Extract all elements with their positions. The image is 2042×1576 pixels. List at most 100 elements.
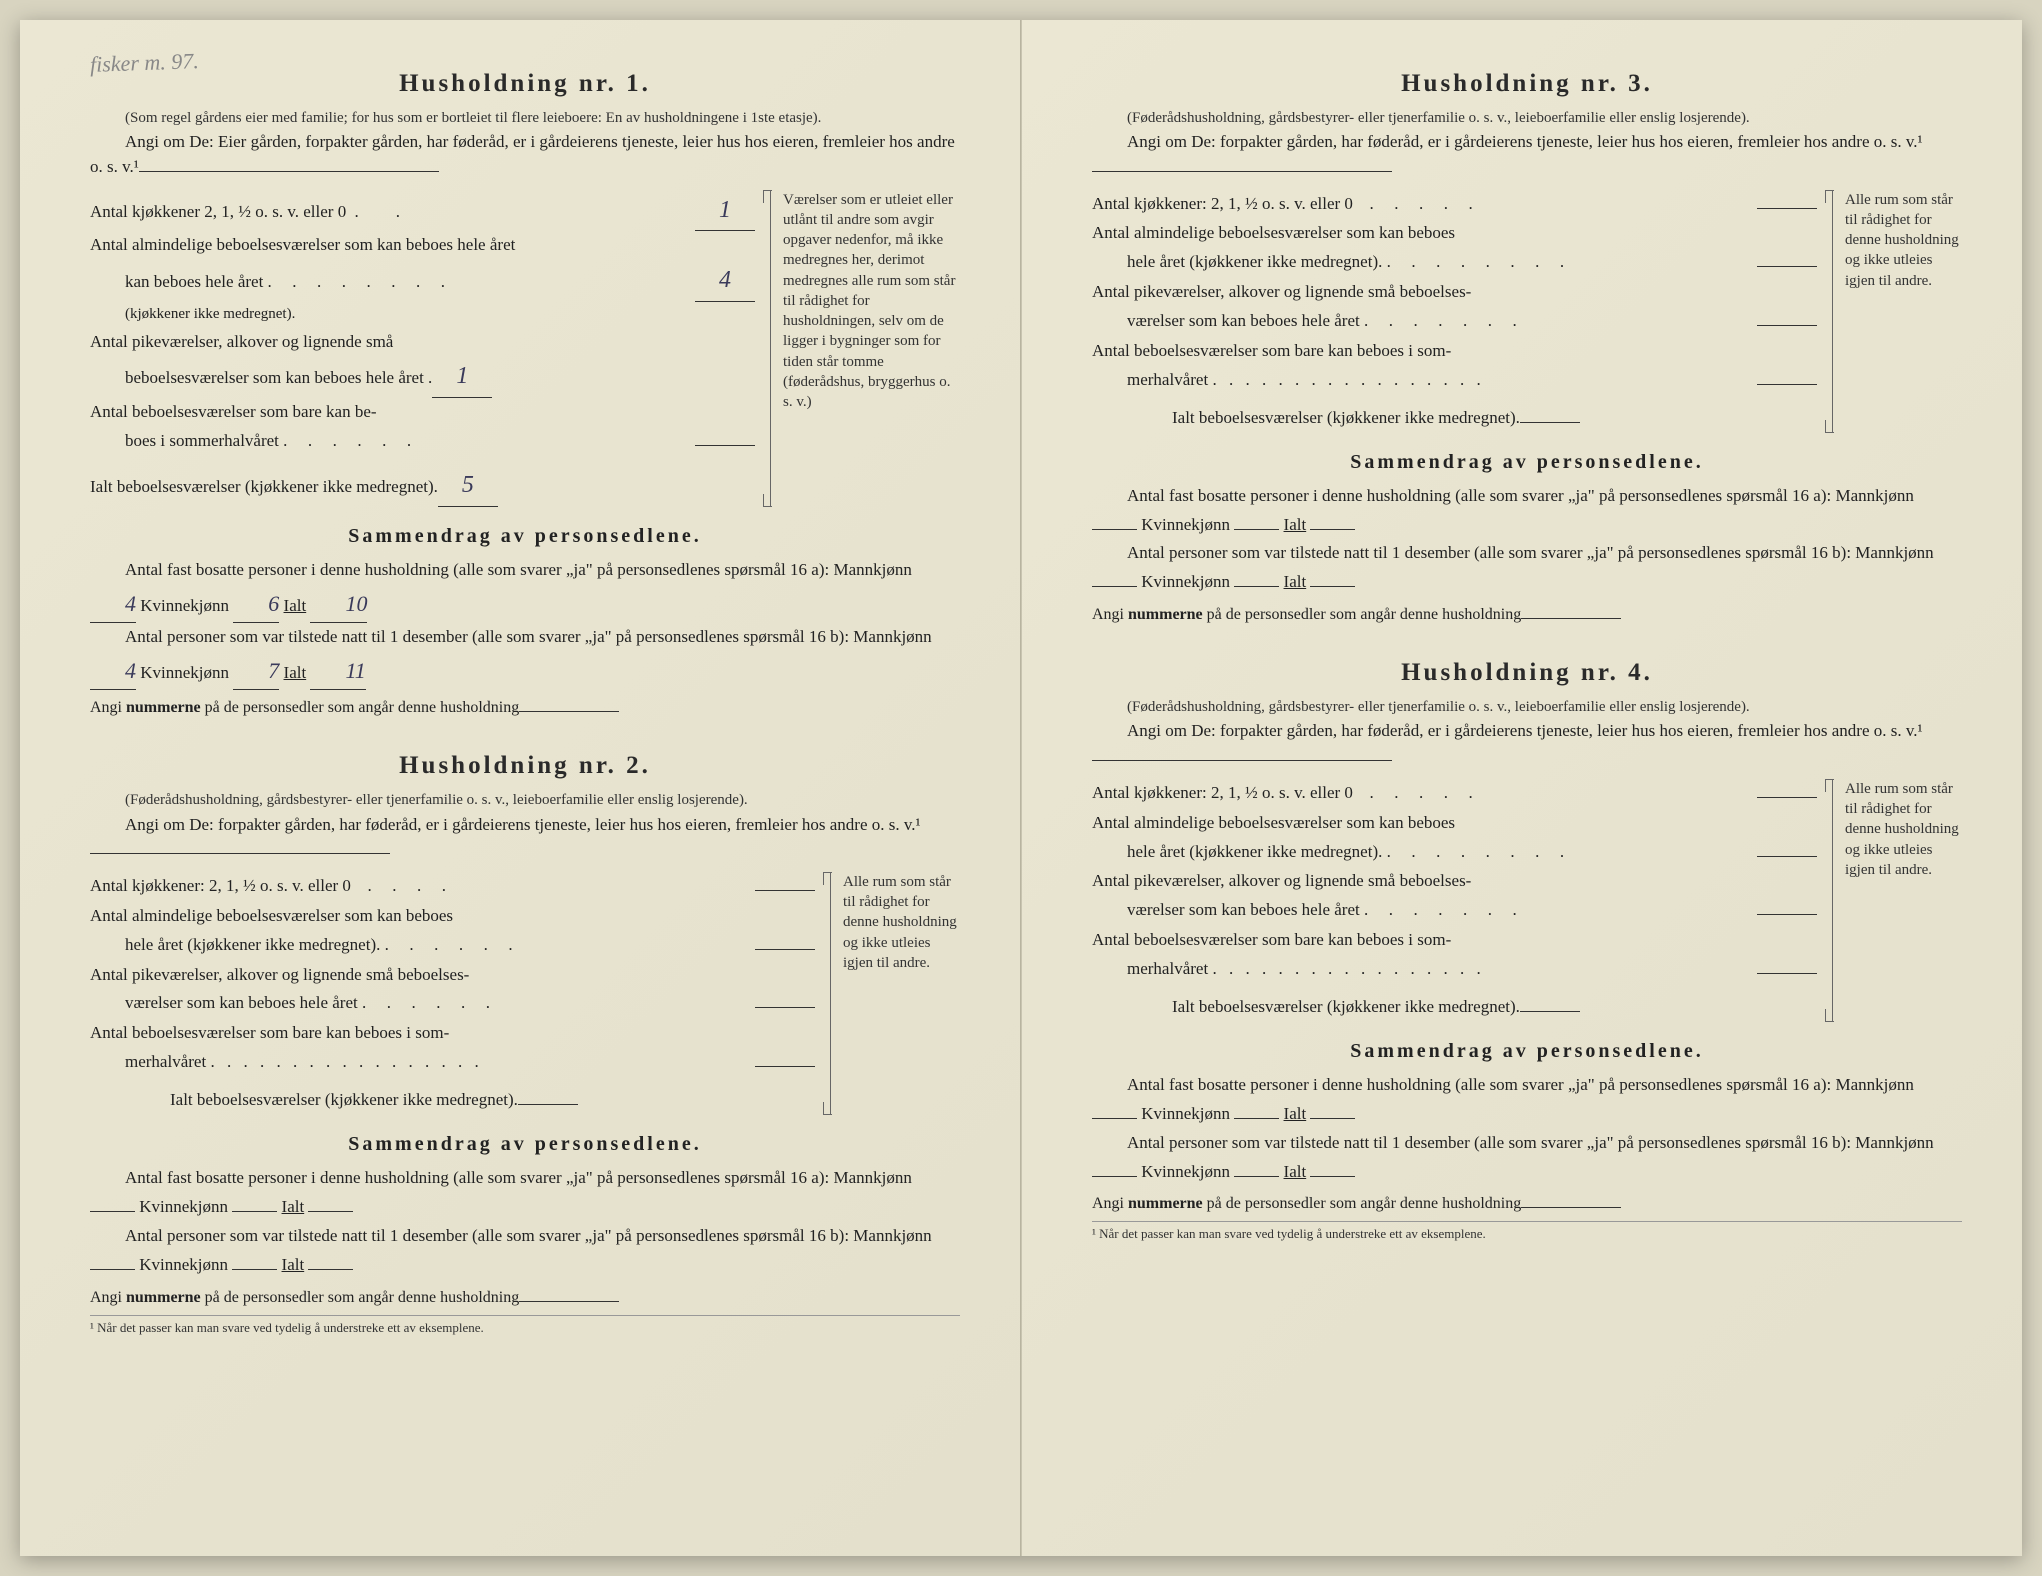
- h1-sum-a: Antal fast bosatte personer i denne hush…: [90, 556, 960, 623]
- h3-pike-sub: værelser som kan beboes hele året: [1127, 307, 1364, 336]
- h3-room-list: Antal kjøkkener: 2, 1, ½ o. s. v. eller …: [1092, 190, 1817, 433]
- blank: [1521, 603, 1621, 619]
- h2-sum-b-m: [90, 1269, 135, 1270]
- h3-kitchens-label: Antal kjøkkener: 2, 1, ½ o. s. v. eller …: [1092, 190, 1353, 219]
- ialt-label: Ialt: [1284, 515, 1307, 534]
- dots: . . . . .: [1353, 190, 1757, 220]
- h3-sum-a-t: [1310, 529, 1355, 530]
- h1-sum-a-text: Antal fast bosatte personer i denne hush…: [125, 560, 912, 579]
- h1-total-val: 5: [438, 465, 498, 507]
- h4-kitchens-label: Antal kjøkkener: 2, 1, ½ o. s. v. eller …: [1092, 779, 1353, 808]
- h2-pike-label: Antal pikeværelser, alkover og lignende …: [90, 965, 469, 984]
- h3-sum-a-k: [1234, 529, 1279, 530]
- kvinne-label: Kvinnekjønn: [1141, 1104, 1230, 1123]
- h2-sum-b-t: [308, 1269, 353, 1270]
- h4-summer-label: Antal beboelsesværelser som bare kan beb…: [1092, 930, 1451, 949]
- h2-sum-b-text: Antal personer som var tilstede natt til…: [125, 1226, 932, 1245]
- nummerne-bold: nummerne: [126, 699, 201, 716]
- h2-rooms: Antal kjøkkener: 2, 1, ½ o. s. v. eller …: [90, 872, 960, 1115]
- h2-sum-a-k: [232, 1211, 277, 1212]
- dots: . . . . .: [1353, 779, 1757, 809]
- dots: . . . .: [351, 872, 755, 902]
- h4-summer-val: [1757, 973, 1817, 974]
- h1-angi-num: Angi nummerne på de personsedler som ang…: [90, 696, 960, 717]
- h2-total-val: [518, 1104, 578, 1105]
- h3-pike-val: [1757, 325, 1817, 326]
- h2-summer-sub: merhalvåret: [125, 1048, 210, 1077]
- dots: . . . . . .: [283, 427, 695, 457]
- h2-sum-a: Antal fast bosatte personer i denne hush…: [90, 1164, 960, 1222]
- h1-pike-sub: beboelsesværelser som kan beboes hele år…: [125, 364, 432, 393]
- h1-sum-a-m: 4: [90, 585, 136, 623]
- h4-sum-b-text: Antal personer som var tilstede natt til…: [1127, 1133, 1934, 1152]
- h3-sum-b-t: [1310, 586, 1355, 587]
- kvinne-label: Kvinnekjønn: [140, 596, 229, 615]
- h2-total-label: Ialt beboelsesværelser (kjøkkener ikke m…: [170, 1086, 518, 1115]
- h2-summary-title: Sammendrag av personsedlene.: [90, 1133, 960, 1156]
- h4-angi-num: Angi nummerne på de personsedler som ang…: [1092, 1192, 1962, 1213]
- h3-total-val: [1520, 422, 1580, 423]
- h4-pike-sub: værelser som kan beboes hele året: [1127, 896, 1364, 925]
- left-footnote: ¹ Når det passer kan man svare ved tydel…: [90, 1315, 960, 1336]
- h3-rooms-sub: hele året (kjøkkener ikke medregnet).: [1127, 248, 1387, 277]
- blank: [519, 696, 619, 712]
- h1-summer-label: Antal beboelsesværelser som bare kan be-: [90, 402, 377, 421]
- dots: . . . . . .: [362, 989, 755, 1019]
- h3-rooms-label: Antal almindelige beboelsesværelser som …: [1092, 223, 1455, 242]
- h1-summer-val: [695, 445, 755, 446]
- h2-angi: Angi om De: forpakter gården, har føderå…: [90, 813, 960, 862]
- kvinne-label: Kvinnekjønn: [140, 663, 229, 682]
- kvinne-label: Kvinnekjønn: [139, 1255, 228, 1274]
- h2-sum-b-k: [232, 1269, 277, 1270]
- h3-sum-b-text: Antal personer som var tilstede natt til…: [1127, 543, 1934, 562]
- h4-angi-text: Angi om De: forpakter gården, har føderå…: [1127, 721, 1923, 740]
- h1-summary-title: Sammendrag av personsedlene.: [90, 525, 960, 548]
- household-3: Husholdning nr. 3. (Føderådshusholdning,…: [1092, 70, 1962, 624]
- h4-rooms: Antal kjøkkener: 2, 1, ½ o. s. v. eller …: [1092, 779, 1962, 1022]
- household-2: Husholdning nr. 2. (Føderådshusholdning,…: [90, 752, 960, 1335]
- left-page: fisker m. 97. Husholdning nr. 1. (Som re…: [20, 20, 1021, 1556]
- h2-rooms-val: [755, 949, 815, 950]
- ialt-label: Ialt: [284, 596, 307, 615]
- nummerne-bold: nummerne: [1128, 606, 1203, 623]
- h1-sum-b-t: 11: [310, 652, 365, 690]
- h2-angi-num: Angi nummerne på de personsedler som ang…: [90, 1286, 960, 1307]
- h4-angi-blank: [1092, 744, 1392, 761]
- household-4: Husholdning nr. 4. (Føderådshusholdning,…: [1092, 659, 1962, 1242]
- ialt-label: Ialt: [284, 663, 307, 682]
- h4-sum-a-k: [1234, 1118, 1279, 1119]
- h4-rooms-label: Antal almindelige beboelsesværelser som …: [1092, 813, 1455, 832]
- h1-sum-b-k: 7: [233, 652, 279, 690]
- h2-title: Husholdning nr. 2.: [90, 752, 960, 780]
- h3-kitchens-val: [1757, 208, 1817, 209]
- h4-room-list: Antal kjøkkener: 2, 1, ½ o. s. v. eller …: [1092, 779, 1817, 1022]
- kvinne-label: Kvinnekjønn: [1141, 515, 1230, 534]
- h1-kitchens-label: Antal kjøkkener 2, 1, ½ o. s. v. eller 0: [90, 198, 346, 227]
- h4-sum-a-text: Antal fast bosatte personer i denne hush…: [1127, 1075, 1914, 1094]
- h1-rooms: Antal kjøkkener 2, 1, ½ o. s. v. eller 0…: [90, 190, 960, 507]
- ialt-label: Ialt: [1284, 572, 1307, 591]
- dots: . . . . . . . .: [1387, 248, 1757, 278]
- h1-sum-b-m: 4: [90, 652, 136, 690]
- h3-rooms: Antal kjøkkener: 2, 1, ½ o. s. v. eller …: [1092, 190, 1962, 433]
- h2-sum-a-t: [308, 1211, 353, 1212]
- h3-side-note: Alle rum som står til rådighet for denne…: [1832, 190, 1962, 433]
- h4-sum-b: Antal personer som var tilstede natt til…: [1092, 1129, 1962, 1187]
- h1-sum-a-t: 10: [310, 585, 367, 623]
- h2-angi-blank: [90, 837, 390, 854]
- right-footnote: ¹ Når det passer kan man svare ved tydel…: [1092, 1221, 1962, 1242]
- h3-angi-num: Angi nummerne på de personsedler som ang…: [1092, 603, 1962, 624]
- ialt-label: Ialt: [1284, 1104, 1307, 1123]
- h3-subtitle: (Føderådshusholdning, gårdsbestyrer- ell…: [1092, 108, 1962, 128]
- h4-kitchens-val: [1757, 797, 1817, 798]
- h3-angi: Angi om De: forpakter gården, har føderå…: [1092, 130, 1962, 179]
- h4-rooms-sub: hele året (kjøkkener ikke medregnet).: [1127, 838, 1387, 867]
- h1-kitchens-val: 1: [695, 190, 755, 232]
- nummerne-bold: nummerne: [1128, 1195, 1203, 1212]
- h3-angi-blank: [1092, 155, 1392, 172]
- blank: [1521, 1192, 1621, 1208]
- h1-angi: Angi om De: Eier gården, forpakter gårde…: [90, 130, 960, 179]
- household-1: Husholdning nr. 1. (Som regel gårdens ei…: [90, 70, 960, 717]
- h1-side-note: Værelser som er utleiet eller utlånt til…: [770, 190, 960, 507]
- h4-title: Husholdning nr. 4.: [1092, 659, 1962, 687]
